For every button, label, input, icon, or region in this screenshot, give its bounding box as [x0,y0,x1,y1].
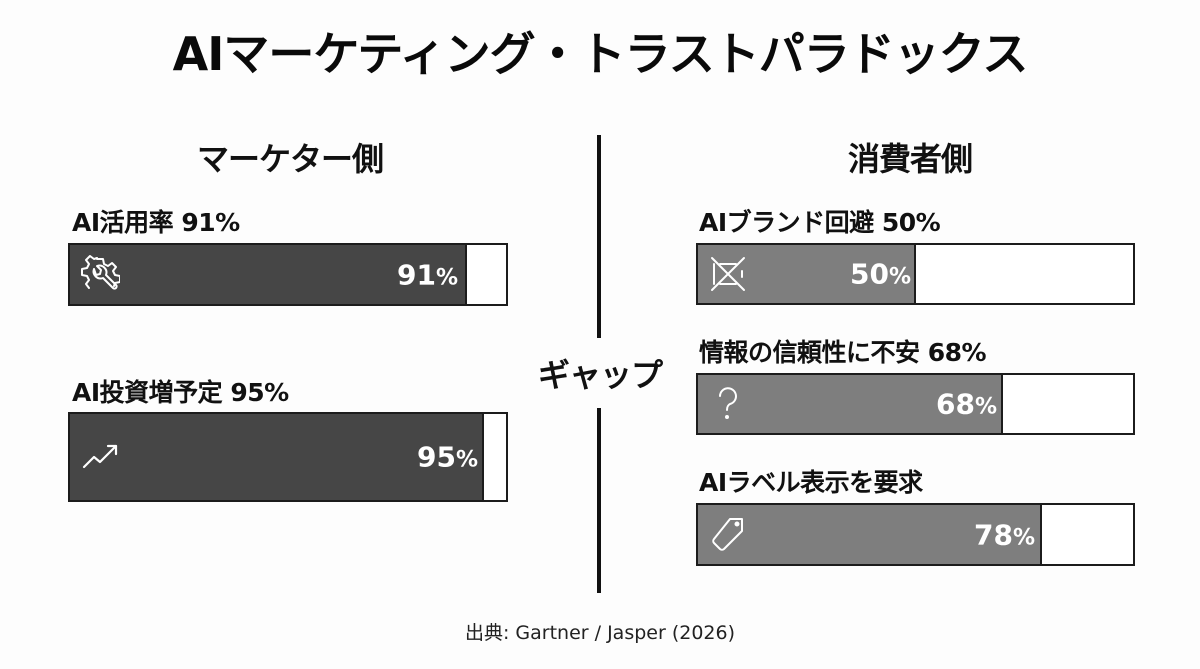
metric-label-brand-avoidance: AIブランド回避 50% [699,208,941,237]
metric-label-ai-investment: AI投資増予定 95% [72,378,289,407]
bar-fill [698,505,1042,564]
consumer-side-heading: 消費者側 [847,140,973,178]
bar-value: 78% [974,518,1036,551]
bar-value: 68% [936,387,998,421]
bar-brand-avoidance: 50% [696,243,1135,305]
bar-fill [70,414,485,500]
bar-ai-usage: 91% [68,243,508,306]
question-mark-icon [719,387,737,419]
bar-fill [70,245,467,304]
bar-value: 50% [850,257,912,291]
bar-ai-label-demand: 78% [696,503,1135,566]
metric-label-ai-usage: AI活用率 91% [72,208,240,237]
trend-up-icon [82,444,118,469]
gap-label: ギャップ [537,356,663,394]
gear-wrench-icon [81,254,120,290]
center-divider-bottom [597,408,601,593]
bar-trust-concern: 68% [696,373,1135,435]
bar-value: 91% [396,258,458,291]
metric-label-ai-label-demand: AIラベル表示を要求 [699,468,923,497]
bar-value: 95% [416,440,478,474]
metric-label-trust-concern: 情報の信頼性に不安 68% [699,338,987,367]
bar-fill [698,375,1003,433]
center-divider-top [597,135,601,338]
bar-ai-investment: 95% [68,412,508,502]
tag-icon [712,517,743,551]
marketer-side-heading: マーケター側 [196,140,384,178]
page-title: AIマーケティング・トラストパラドックス [172,27,1029,81]
bar-fill [698,245,916,303]
crossed-out-robot-icon [711,257,745,291]
source-citation: 出典: Gartner / Jasper (2026) [464,622,736,644]
